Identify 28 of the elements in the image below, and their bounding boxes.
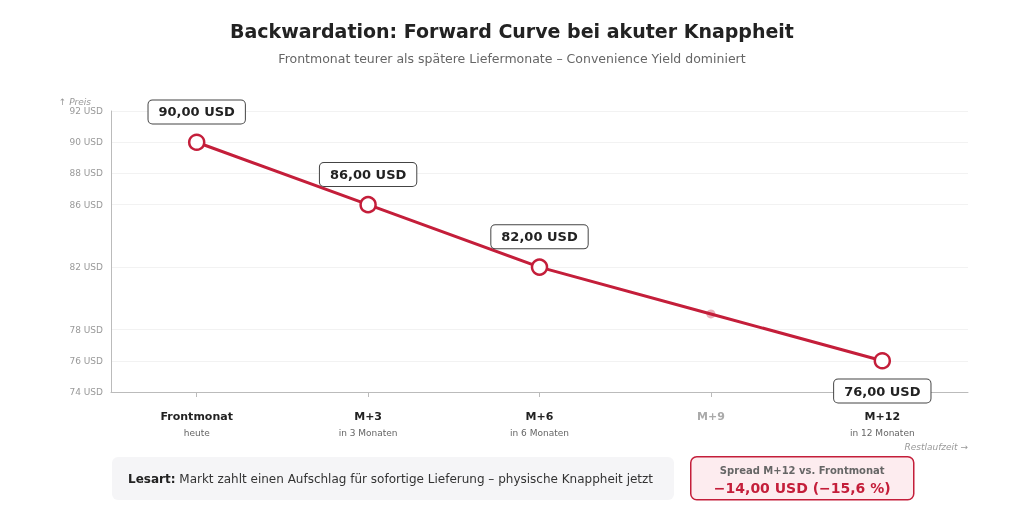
text: Spread M+12 vs. Frontmonat [719,465,885,477]
chart-title: Backwardation: Forward Curve bei akuter Knappheit [230,19,794,42]
data-label: 82,00 USD [501,229,578,245]
data-label: 76,00 USD [844,383,921,399]
x-tick-label: Frontmonat heute [160,409,233,438]
y-tick-label: 74 USD [69,387,104,397]
x-tick-label: M+3 in 3 Monaten [338,409,398,438]
y-tick-label: 90 USD [69,137,104,148]
text: −14,00 USD (−15,6 %) [713,479,891,496]
point [359,195,377,214]
y-tick-label: 86 USD [69,199,104,210]
y-tick-label: 76 USD [69,355,104,366]
point [530,258,549,276]
point [187,133,206,151]
y-tick-label: 88 USD [69,168,104,179]
data-label: 86,00 USD [329,166,407,182]
y-axis-title: ↑ Preis [58,97,92,108]
chart-subtitle: Frontmonat teurer als spätere Liefermonate – Convenience Yield dominiert [278,51,746,66]
y-tick-label: 78 USD [69,324,104,335]
y-tick-label: 92 USD [69,106,104,116]
y-tick-label: 82 USD [69,262,104,273]
x-tick-label: M+6 in 6 Monaten [510,409,569,438]
x-tick-label: M+9 [696,409,725,423]
text: Lesart: Markt zahlt einen Aufschlag für sofortige Lieferung – physische Knappheit jetzt [128,472,654,486]
point [873,352,892,370]
x-axis-title: Restlaufzeit → [904,441,969,452]
x-tick-label: M+12 in 12 Monaten [849,409,915,438]
data-label: 90,00 USD [158,104,236,120]
